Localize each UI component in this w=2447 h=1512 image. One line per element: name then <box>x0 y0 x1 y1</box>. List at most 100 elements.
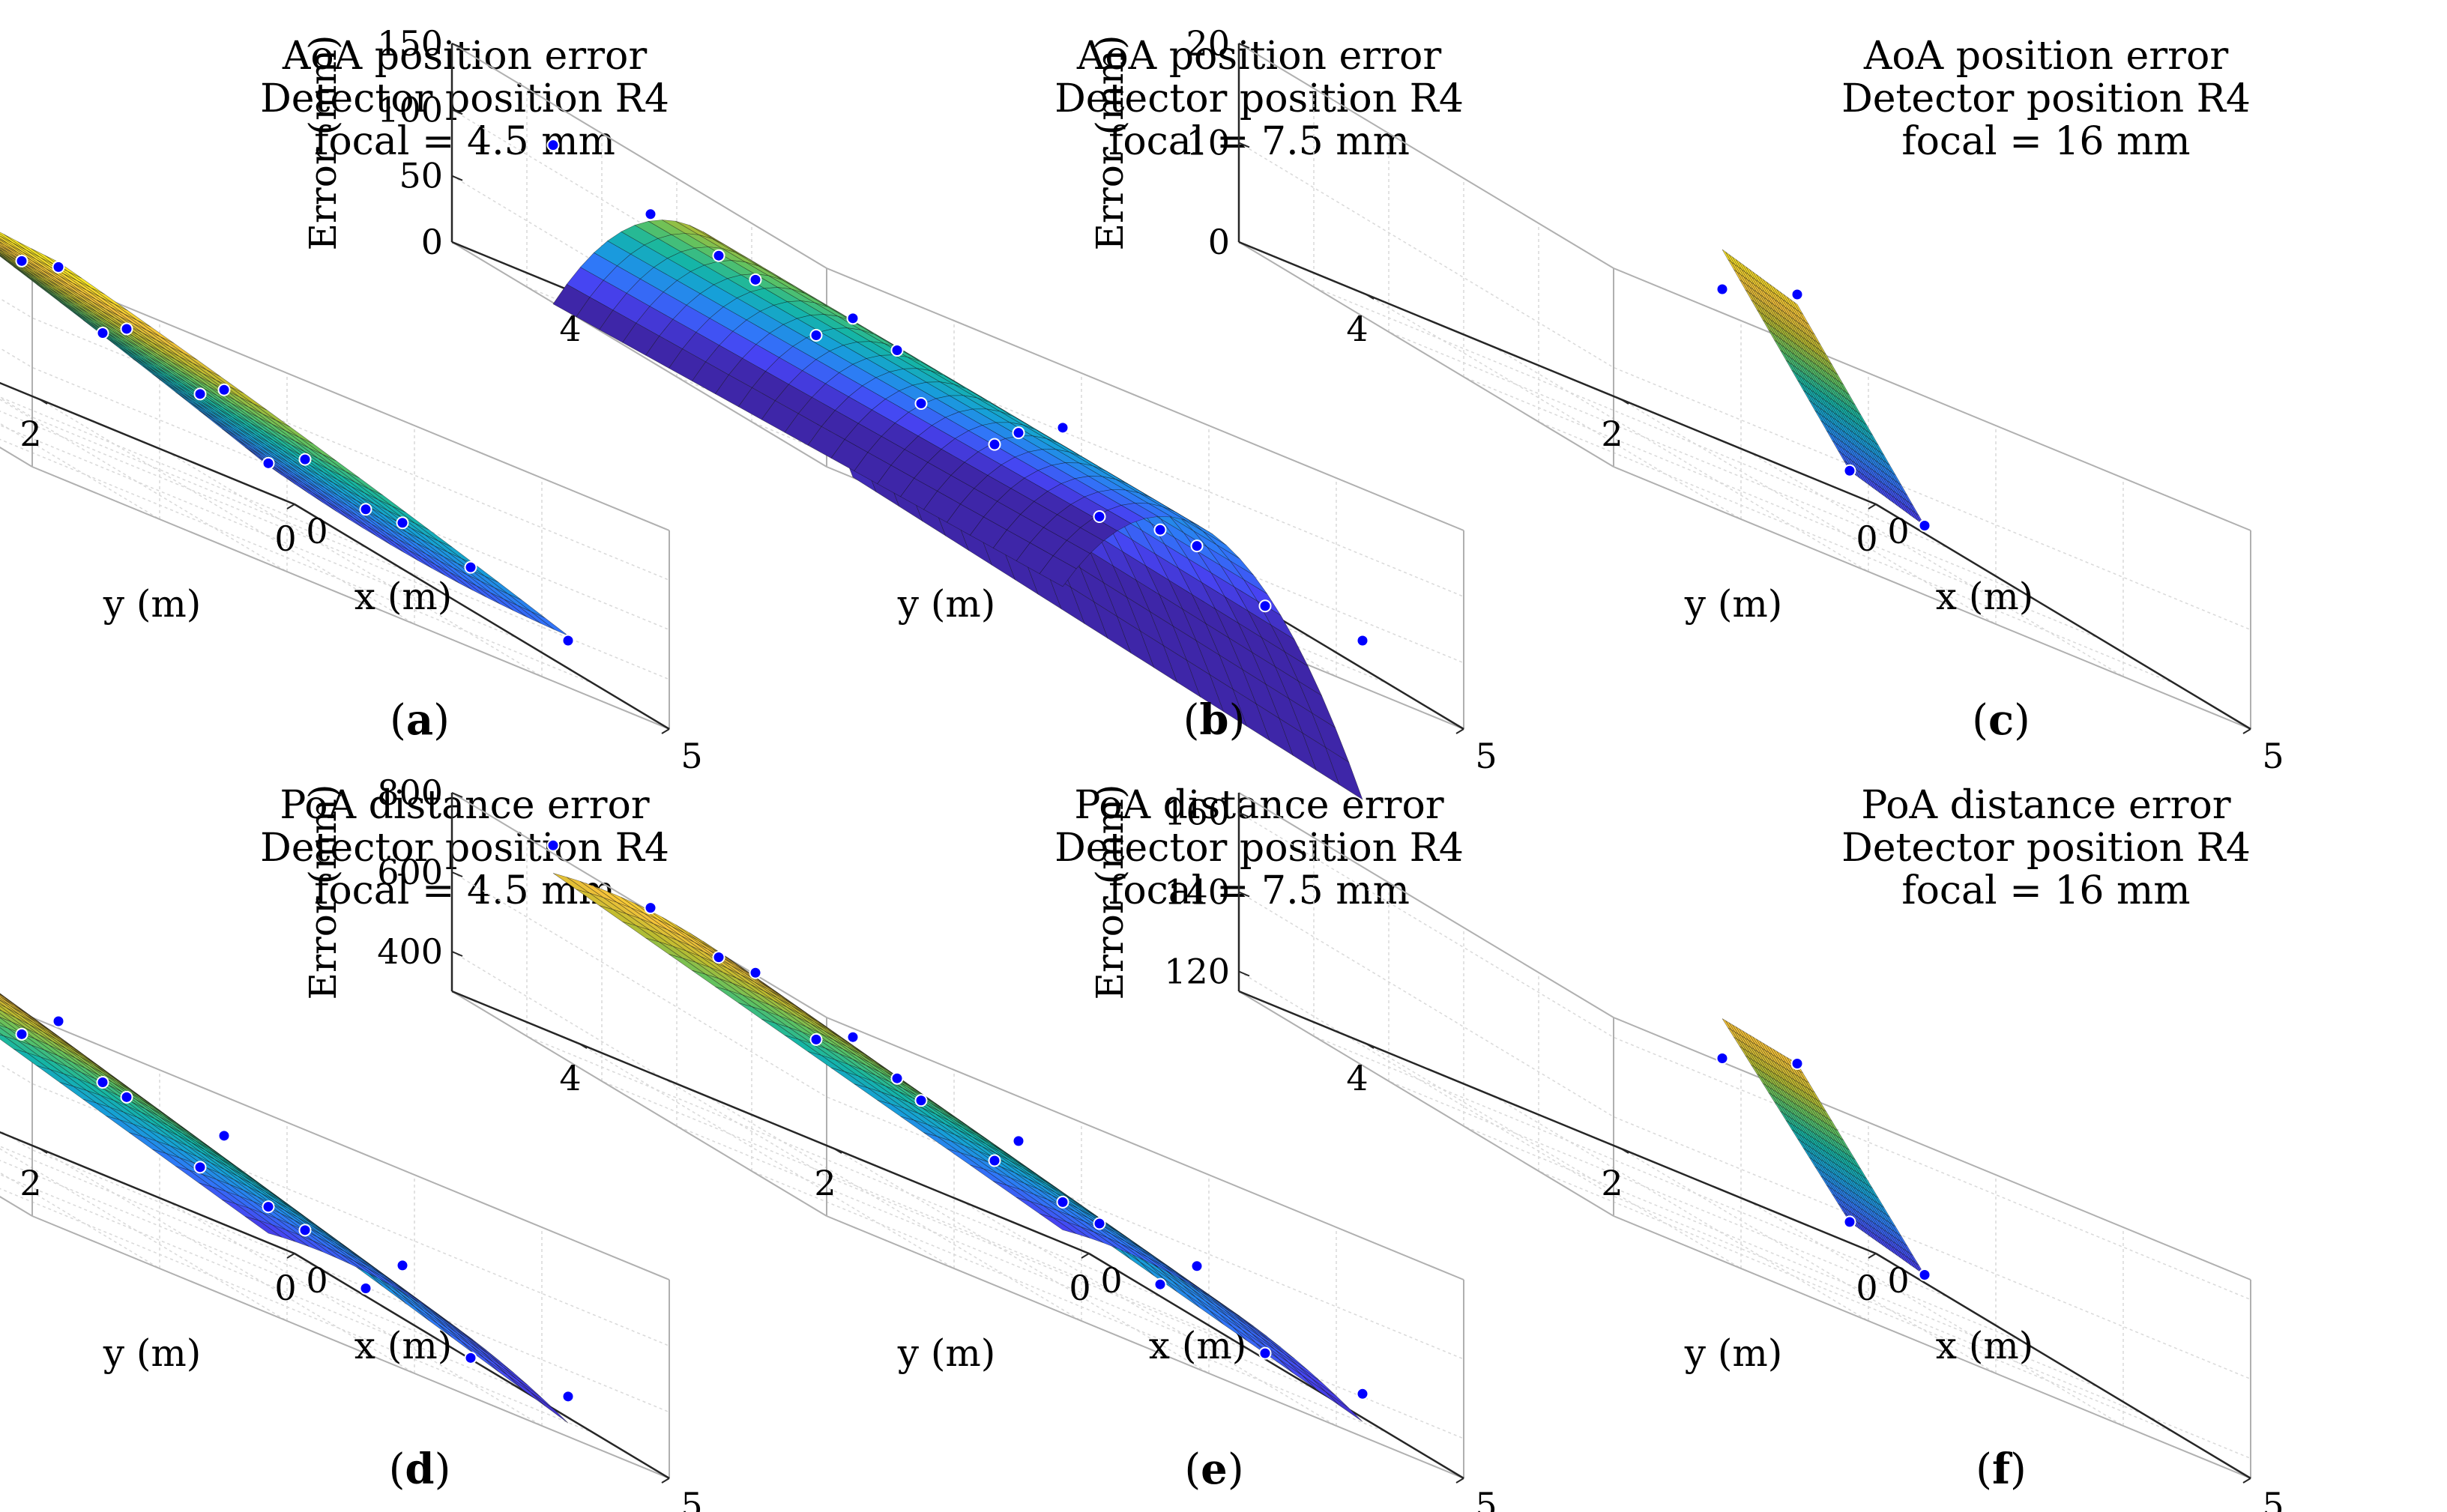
measured-point <box>52 260 65 273</box>
x-tick-label: 5 <box>681 736 702 776</box>
measured-point <box>1153 1277 1167 1291</box>
caption-part: f <box>1992 1445 2013 1494</box>
y-tick-label: 0 <box>274 518 296 559</box>
error-surface <box>0 232 569 636</box>
measured-point <box>890 1071 904 1085</box>
x-axis-label: x (m) <box>1936 575 2034 618</box>
grid-line <box>0 297 670 581</box>
y-tick-label: 4 <box>1346 1058 1368 1098</box>
grid-line <box>1238 891 2251 1380</box>
x-tick <box>661 728 670 734</box>
grid-line <box>0 411 445 595</box>
x-tick-label: 0 <box>1887 1260 1909 1301</box>
y-axis-line <box>1238 990 1877 1255</box>
axis-box-edge <box>1613 267 2251 531</box>
z-tick <box>451 241 463 247</box>
x-tick-label: 0 <box>306 1260 328 1301</box>
caption-part: ( <box>1976 1445 1992 1494</box>
caption-part: ( <box>1184 1445 1201 1494</box>
measured-point <box>1843 464 1856 477</box>
x-tick-label: 5 <box>681 1485 702 1512</box>
measured-point <box>120 1090 133 1104</box>
grid-line <box>0 397 670 680</box>
y-tick <box>1366 1043 1375 1049</box>
grid-line <box>0 399 288 572</box>
measured-point <box>1258 1346 1272 1360</box>
measured-point <box>52 1014 65 1028</box>
measured-point <box>396 1259 409 1272</box>
x-tick-label: 5 <box>1475 1485 1497 1512</box>
y-tick-label: 2 <box>1601 1163 1623 1203</box>
y-tick-label: 4 <box>1346 309 1368 349</box>
grid-line <box>1388 331 2027 595</box>
y-axis-label: y (m) <box>103 1331 202 1375</box>
grid-line <box>39 399 415 625</box>
axis-box-edge <box>0 997 33 1018</box>
panel-title-line: Detector position R4 <box>260 826 669 871</box>
error-surface <box>552 220 1363 800</box>
measured-point <box>193 1161 207 1174</box>
measured-point <box>1153 523 1167 536</box>
caption-part: ) <box>2014 696 2030 745</box>
measured-point <box>1056 1195 1069 1209</box>
measured-point <box>1356 634 1369 647</box>
measured-point <box>359 1282 372 1295</box>
axis-box-edge <box>826 1215 1464 1479</box>
panel-caption: (c) <box>1972 695 2030 745</box>
caption-part: ) <box>1229 696 1246 745</box>
y-tick <box>1875 504 1884 509</box>
z-tick-label: 50 <box>399 156 443 196</box>
axis-box-edge <box>826 1017 1464 1280</box>
measured-point <box>712 249 725 262</box>
measured-point <box>1190 1260 1204 1273</box>
y-tick-label: 2 <box>19 1163 41 1203</box>
caption-part: ) <box>2010 1445 2027 1494</box>
axis-box-edge <box>1613 1215 2251 1479</box>
measured-point <box>1258 599 1272 613</box>
y-tick <box>1088 1253 1097 1259</box>
measured-point <box>15 254 28 267</box>
measured-point <box>217 1129 231 1143</box>
y-tick-label: 0 <box>1069 1268 1090 1308</box>
x-axis-line <box>1875 1252 2251 1480</box>
y-tick <box>1620 399 1629 405</box>
grid-line <box>1748 1200 2124 1427</box>
grid-line <box>676 1125 1315 1389</box>
y-tick <box>39 1148 48 1154</box>
grid-line <box>39 1148 415 1374</box>
caption-part: ) <box>433 696 450 745</box>
panel-d: 400600800100042005y (m)x (m)Error (mm)Po… <box>0 783 703 1512</box>
grid-line <box>1366 1043 1742 1269</box>
measured-point <box>846 312 860 325</box>
x-tick <box>286 504 295 509</box>
z-tick <box>1238 241 1250 247</box>
measured-point <box>1918 1268 1931 1281</box>
z-tick <box>451 792 463 798</box>
grid-line <box>0 1160 445 1344</box>
x-tick-label: 0 <box>1887 511 1909 551</box>
y-tick-label: 0 <box>1856 518 1877 559</box>
y-tick-label: 2 <box>1601 414 1623 454</box>
measured-point <box>193 387 207 401</box>
grid-line <box>1388 1080 2027 1344</box>
measured-point <box>1918 519 1931 532</box>
grid-line <box>0 424 520 640</box>
y-tick <box>294 1253 303 1259</box>
measured-point <box>262 1200 275 1214</box>
surface-patch <box>367 1268 405 1294</box>
panel-caption: (b) <box>1183 695 1246 745</box>
measured-point <box>1012 1134 1025 1148</box>
surface-patch <box>1325 747 1363 800</box>
z-axis-label: Error (mm) <box>1088 34 1132 250</box>
panel-b: 05010015042005y (m)x (m)Error (mm)AoA po… <box>301 23 1497 800</box>
measured-point <box>546 838 560 852</box>
z-tick-label: 400 <box>377 931 443 972</box>
z-axis-label: Error (mm) <box>301 784 345 1000</box>
measured-point <box>712 951 725 964</box>
grid-line <box>451 871 1464 1360</box>
axis-box-edge <box>1613 1017 2251 1280</box>
error-surface <box>1722 249 1925 526</box>
grid-line <box>166 1200 543 1427</box>
z-tick-label: 120 <box>1164 952 1230 992</box>
